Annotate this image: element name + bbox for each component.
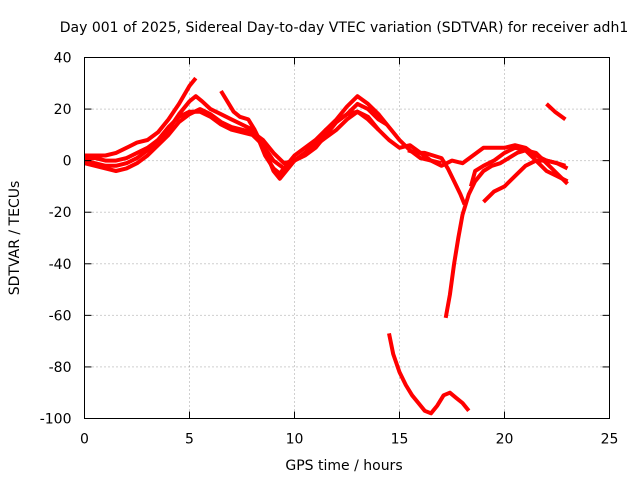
y-tick-label: 0 <box>63 154 72 170</box>
x-tick-label: 15 <box>391 432 409 448</box>
series-track-11 <box>545 102 567 122</box>
y-tick-label: 20 <box>54 102 72 118</box>
x-tick-label: 5 <box>185 432 194 448</box>
grid <box>84 57 610 419</box>
y-axis-label: SDTVAR / TECUs <box>7 181 23 296</box>
series-track-5 <box>219 89 566 181</box>
x-tick-label: 25 <box>601 432 619 448</box>
series-track-8 <box>443 148 569 319</box>
series-track-10 <box>482 158 569 204</box>
y-tick-label: -60 <box>49 308 72 324</box>
series-track-4 <box>84 107 442 173</box>
x-tick-label: 10 <box>286 432 304 448</box>
series-track-2 <box>84 109 381 171</box>
chart-title: Day 001 of 2025, Sidereal Day-to-day VTE… <box>60 20 628 36</box>
x-tick-label: 0 <box>80 432 89 448</box>
y-tick-label: -100 <box>40 412 72 428</box>
series-track-6 <box>407 148 467 206</box>
x-axis-label: GPS time / hours <box>285 458 402 474</box>
series-track-9 <box>468 145 569 187</box>
y-tick-label: -40 <box>49 257 72 273</box>
axis-ticks: 0 5 10 15 20 25 -100 -80 -60 -40 -20 0 20 40 <box>40 51 619 448</box>
series-track-3 <box>84 76 198 158</box>
y-tick-label: 40 <box>54 51 72 67</box>
x-tick-label: 20 <box>496 432 514 448</box>
data-series <box>84 76 569 416</box>
plot-frame <box>84 57 610 419</box>
series-track-7 <box>387 333 471 416</box>
y-tick-label: -80 <box>49 360 72 376</box>
y-tick-label: -20 <box>49 205 72 221</box>
